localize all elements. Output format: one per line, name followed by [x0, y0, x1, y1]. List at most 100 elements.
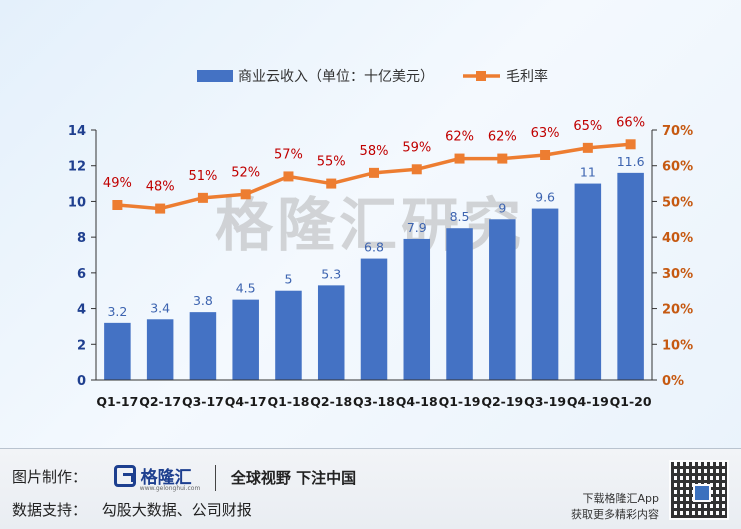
line-value-label: 58% — [360, 144, 389, 159]
bar — [104, 322, 131, 380]
left-axis-tick-label: 6 — [77, 267, 86, 282]
bar — [146, 319, 174, 380]
brand-url: www.gelonghui.com — [139, 485, 201, 492]
x-axis-tick-label: Q1-20 — [610, 394, 652, 409]
x-axis-tick-label: Q2-18 — [310, 394, 352, 409]
bar — [446, 228, 473, 380]
left-y-axis: 0 2 4 6 8 10 12 14 — [68, 124, 97, 389]
brand-logo: 格隆汇 www.gelonghui.com — [113, 463, 201, 492]
bar-value-label: 9 — [498, 200, 506, 215]
bar-series: 3.2 3.4 3.8 4.5 5 5.3 6.8 7.9 8.5 9 9.6 11 11.6 — [104, 154, 645, 380]
left-axis-tick-label: 14 — [68, 124, 86, 139]
line-point — [326, 178, 337, 189]
bar-value-label: 3.4 — [150, 300, 170, 315]
chart-legend: 商业云收入（单位：十亿美元） 毛利率 — [197, 68, 548, 85]
qr-center-logo — [693, 484, 711, 502]
bar-value-label: 7.9 — [407, 220, 427, 235]
x-axis-tick-label: Q1-18 — [268, 394, 310, 409]
bar — [275, 290, 302, 380]
x-axis-tick-label: Q3-17 — [182, 394, 224, 409]
bar-value-label: 9.6 — [535, 190, 555, 205]
bar — [403, 238, 431, 380]
bar-value-label: 4.5 — [236, 281, 256, 296]
right-y-axis: 0% 10% 20% 30% 40% 50% 60% 70% — [651, 124, 693, 389]
bar-value-label: 8.5 — [450, 209, 470, 224]
right-axis-tick-label: 0% — [662, 374, 684, 389]
line-value-label: 49% — [103, 176, 132, 191]
qr-code — [669, 460, 729, 520]
left-axis-tick-label: 4 — [77, 303, 86, 318]
data-source-label: 数据支持： — [12, 501, 88, 519]
bar — [317, 285, 345, 380]
line-value-label: 62% — [488, 130, 517, 145]
x-axis-tick-label: Q4-19 — [567, 394, 609, 409]
left-axis-tick-label: 0 — [77, 374, 86, 389]
slogan: 全球视野 下注中国 — [230, 469, 357, 487]
line-point — [454, 153, 465, 164]
line-point — [497, 153, 508, 164]
line-point — [283, 171, 294, 182]
right-axis-tick-label: 70% — [662, 124, 693, 139]
line-series: 49% 48% 51% 52% 57% 55% 58% 59% 62% 62% 63% 65% 66% — [103, 115, 645, 214]
left-axis-tick-label: 12 — [68, 160, 86, 175]
legend-line-label: 毛利率 — [506, 68, 548, 85]
line-point — [540, 150, 551, 160]
line-value-label: 66% — [616, 115, 645, 130]
data-source-value: 勾股大数据、公司财报 — [101, 501, 252, 519]
footer-row-made-by: 图片制作： 格隆汇 www.gelonghui.com 全球视野 下注中国 — [12, 463, 356, 492]
x-axis-tick-label: Q1-17 — [96, 394, 138, 409]
bar-value-label: 3.2 — [107, 304, 127, 319]
x-axis-tick-label: Q1-19 — [439, 394, 481, 409]
x-axis-tick-label: Q3-18 — [353, 394, 395, 409]
x-axis-tick-label: Q3-19 — [524, 394, 566, 409]
line-value-label: 63% — [531, 126, 560, 141]
made-by-label: 图片制作： — [12, 468, 88, 486]
bar-value-label: 11 — [580, 165, 596, 180]
legend-bar-swatch — [197, 70, 233, 82]
legend-bar-label: 商业云收入（单位：十亿美元） — [238, 69, 434, 85]
line-point — [240, 189, 251, 200]
x-axis-tick-label: Q4-17 — [225, 394, 267, 409]
line-value-label: 55% — [317, 155, 346, 170]
left-axis-tick-label: 10 — [68, 195, 86, 210]
line-value-label: 65% — [573, 119, 602, 134]
right-axis-tick-label: 10% — [662, 338, 693, 353]
bar — [574, 183, 602, 380]
line-point — [369, 167, 379, 178]
right-axis-tick-label: 20% — [662, 303, 693, 318]
left-axis-tick-label: 2 — [77, 338, 86, 353]
bar-value-label: 11.6 — [617, 154, 645, 169]
bar-value-label: 6.8 — [364, 240, 384, 255]
left-axis-tick-label: 8 — [77, 231, 86, 246]
line-value-label: 52% — [231, 165, 260, 180]
bar — [232, 299, 259, 380]
x-axis-tick-label: Q2-17 — [139, 394, 181, 409]
line-value-label: 57% — [274, 147, 303, 162]
line-value-label: 62% — [445, 130, 474, 145]
footer: 图片制作： 格隆汇 www.gelonghui.com 全球视野 下注中国 数据… — [0, 448, 741, 529]
right-axis-tick-label: 40% — [662, 231, 693, 246]
bar-value-label: 5.3 — [321, 266, 341, 281]
line-value-label: 59% — [402, 140, 431, 155]
line-value-label: 51% — [188, 169, 217, 184]
bar — [189, 312, 217, 380]
brand-name: 格隆汇 — [140, 468, 192, 488]
line-point — [197, 192, 208, 203]
line-point — [112, 200, 123, 210]
bar-value-label: 5 — [284, 272, 292, 287]
right-axis-tick-label: 50% — [662, 195, 693, 210]
line-point — [582, 142, 593, 153]
line-point — [625, 139, 636, 150]
bar — [489, 219, 516, 380]
bar-value-label: 3.8 — [193, 293, 213, 308]
app-promo-line2: 获取更多精彩内容 — [571, 508, 659, 521]
right-axis-tick-label: 60% — [662, 160, 693, 175]
brand-logo-icon — [113, 464, 136, 487]
footer-row-data-source: 数据支持： 勾股大数据、公司财报 — [12, 499, 252, 520]
line-point — [155, 203, 166, 214]
x-axis-tick-label: Q4-18 — [396, 394, 438, 409]
app-promo: 下载格隆汇App 获取更多精彩内容 — [571, 491, 659, 523]
footer-divider — [215, 464, 217, 491]
app-promo-line1: 下载格隆汇App — [582, 492, 660, 505]
